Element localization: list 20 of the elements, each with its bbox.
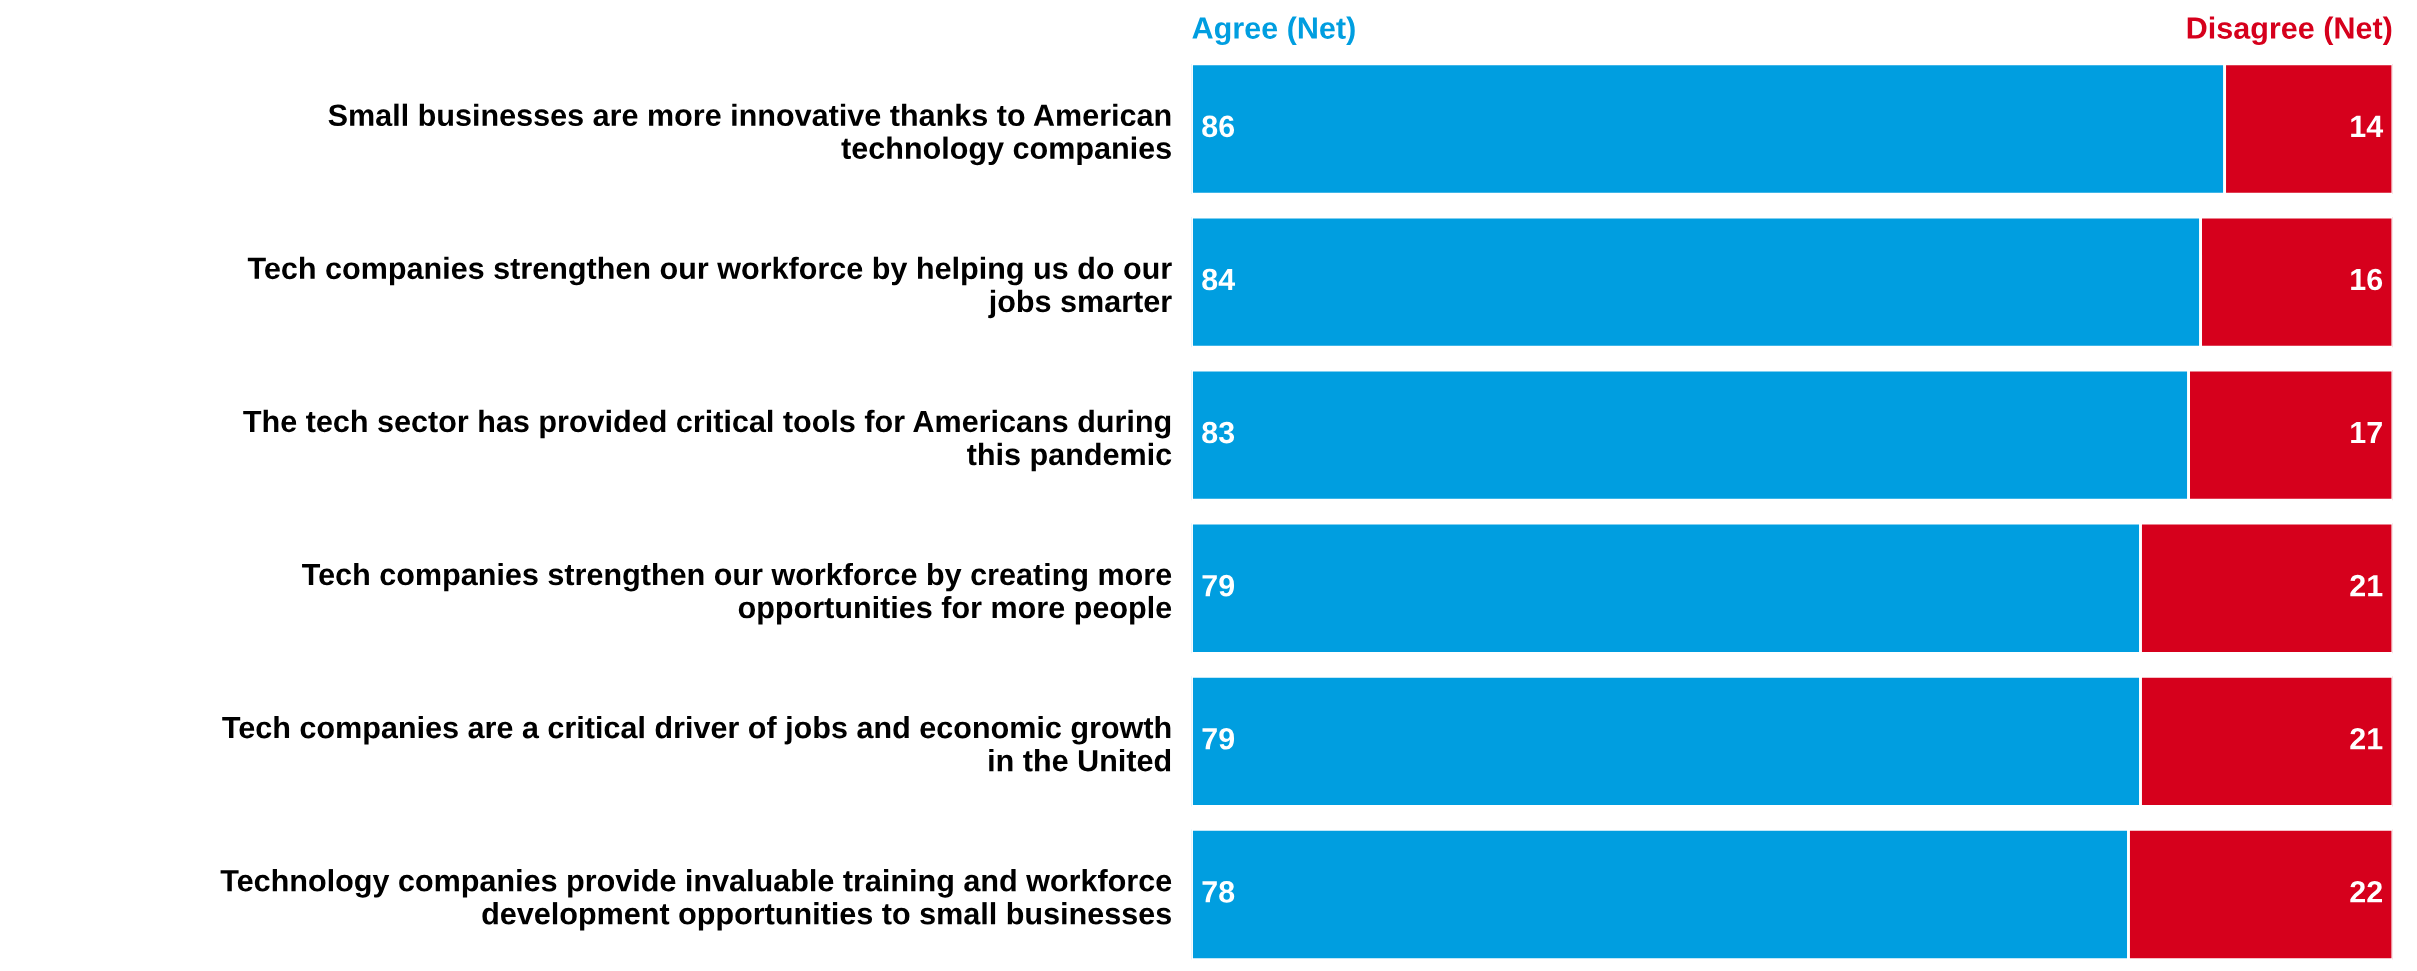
data-label: 78 — [1202, 881, 1235, 903]
data-label: 79 — [1202, 574, 1235, 597]
data-label: 84 — [1202, 268, 1236, 291]
data-label: 21 — [2350, 574, 2383, 597]
series-label: Agree (Net) — [1192, 16, 1355, 46]
data-label: 86 — [1202, 115, 1235, 138]
data-label: 22 — [2350, 881, 2382, 903]
y-tick-label: Technology companies provide invaluable training and workforce development opportunities to small businesses — [220, 869, 1172, 931]
data-label: 21 — [2350, 727, 2383, 750]
y-tick-label: Tech companies strengthen our workforce by creating more opportunities for more people — [302, 562, 1172, 625]
data-label: 14 — [2351, 115, 2384, 137]
data-label: 79 — [1202, 727, 1235, 750]
y-tick-label: Tech companies are a critical driver of jobs and economic growth in the United — [222, 715, 1171, 772]
y-tick-label: The tech sector has provided critical tools for Americans during this pandemic — [243, 409, 1172, 472]
y-tick-label: Small businesses are more innovative thanks to American technology companies — [328, 103, 1171, 166]
data-label: 83 — [1202, 421, 1235, 444]
series-label: Disagree (Net) — [2187, 16, 2392, 46]
data-label: 16 — [2351, 268, 2383, 291]
data-label: 17 — [2351, 422, 2382, 444]
y-tick-label: Tech companies strengthen our workforce by helping us do our jobs smarter — [247, 256, 1172, 319]
